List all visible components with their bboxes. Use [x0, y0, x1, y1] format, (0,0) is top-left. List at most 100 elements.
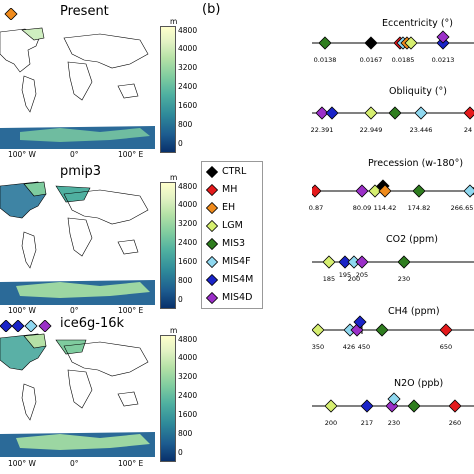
legend-item: CTRL: [205, 164, 247, 180]
lon-tick: 0°: [70, 306, 79, 315]
data-point: [397, 255, 411, 269]
legend-label: MIS4M: [222, 274, 254, 285]
param-tick-label: 0.0213: [431, 56, 455, 64]
colorbar-tick: 4800: [178, 335, 198, 344]
data-point: [388, 106, 402, 120]
data-point: [412, 184, 426, 198]
colorbar-tick: 4000: [178, 200, 198, 209]
colorbar-tick: 800: [178, 429, 193, 438]
diamond-marker-icon: [205, 201, 219, 214]
legend-label: MIS4D: [222, 292, 253, 303]
legend-item: MH: [205, 182, 237, 198]
map-title-pmip3: pmip3: [60, 164, 102, 179]
diamond-marker-icon: [205, 219, 219, 232]
legend-label: CTRL: [222, 166, 247, 177]
panel-b-label: (b): [202, 2, 221, 17]
world-map-graphic: [0, 332, 155, 457]
param-tick-label: 230: [397, 275, 411, 283]
data-point: [353, 315, 367, 329]
marker-strip: [4, 8, 18, 20]
param-tick-label: 80.09: [352, 204, 372, 212]
diamond-marker-icon: [205, 183, 219, 196]
param-tick-label: 350: [311, 343, 325, 351]
world-map-graphic: [0, 180, 155, 305]
colorbar-tick: 1600: [178, 101, 198, 110]
data-point: [322, 255, 336, 269]
lon-tick: 100° W: [8, 306, 36, 315]
data-point: [318, 36, 332, 50]
colorbar-tick: 800: [178, 276, 193, 285]
data-point: [387, 392, 401, 406]
colorbar-gradient: [160, 335, 176, 462]
param-tick-label: 24: [463, 126, 473, 134]
param-strip-precession: Precession (w-180°) 0.87 80.09 114.42 17…: [308, 158, 474, 220]
colorbar-tick: 3200: [178, 219, 198, 228]
colorbar-tick: 1600: [178, 257, 198, 266]
lon-tick: 0°: [70, 459, 79, 468]
data-point: [463, 106, 474, 120]
lon-tick: 100° W: [8, 459, 36, 468]
data-point: [407, 399, 421, 413]
data-point: [375, 323, 389, 337]
data-point: [355, 255, 369, 269]
param-tick-label: 266.65: [450, 204, 474, 212]
param-tick-label: 0.0167: [359, 56, 383, 64]
param-tick-label: 200: [324, 419, 338, 427]
param-tick-label: 22.949: [359, 126, 383, 134]
diamond-marker-icon: [205, 255, 219, 268]
param-title: CO2 (ppm): [386, 234, 438, 245]
param-title: CH4 (ppm): [388, 306, 440, 317]
param-axis-graphic: [312, 106, 474, 120]
data-point: [364, 36, 378, 50]
param-tick-label: 426: [342, 343, 356, 351]
param-title: Obliquity (°): [389, 86, 448, 97]
param-title: N2O (ppb): [394, 378, 444, 389]
topography-map-pmip3: [0, 180, 155, 305]
colorbar-gradient: [160, 26, 176, 153]
marker-strip: [0, 320, 52, 332]
lon-tick: 100° E: [118, 459, 144, 468]
colorbar-tick: 0: [178, 295, 183, 304]
legend-item: MIS4F: [205, 254, 251, 270]
colorbar-tick: 0: [178, 139, 183, 148]
param-tick-label: 22.391: [310, 126, 334, 134]
legend-label: MIS4F: [222, 256, 251, 267]
param-strip-co2: CO2 (ppm) 185 195 200 205 230: [312, 234, 474, 296]
legend-label: LGM: [222, 220, 243, 231]
param-strip-eccentricity: Eccentricity (°) 0.0138 0.0167 0.0185 0.…: [312, 18, 474, 80]
param-tick-label: 200: [347, 275, 361, 283]
colorbar-tick: 4000: [178, 44, 198, 53]
param-tick-label: 230: [387, 419, 401, 427]
legend-item: MIS4D: [205, 290, 253, 306]
param-tick-label: 0.0138: [313, 56, 337, 64]
map-title-ice6g: ice6g-16k: [60, 316, 125, 331]
topography-map-ice6g: [0, 332, 155, 457]
data-point: [312, 184, 322, 198]
data-point: [368, 184, 382, 198]
param-tick-label: 260: [448, 419, 462, 427]
data-point: [448, 399, 462, 413]
map-title-present: Present: [60, 4, 109, 19]
colorbar-tick: 2400: [178, 391, 198, 400]
param-strip-n2o: N2O (ppb) 200 217 230 260: [312, 378, 474, 440]
colorbar-tick: 1600: [178, 410, 198, 419]
param-tick-label: 0.87: [308, 204, 324, 212]
colorbar-tick: 3200: [178, 63, 198, 72]
legend-item: EH: [205, 200, 236, 216]
param-tick-label: 195: [338, 271, 352, 279]
legend-label: MIS3: [222, 238, 246, 249]
colorbar-tick: 800: [178, 120, 193, 129]
data-point: [312, 323, 325, 337]
colorbar-tick: 4800: [178, 182, 198, 191]
param-axis-graphic: [312, 315, 474, 337]
data-point: [315, 106, 329, 120]
param-strip-obliquity: Obliquity (°) 22.391 22.949 23.446 24: [310, 86, 474, 148]
data-point: [355, 184, 369, 198]
colorbar-tick: 4800: [178, 26, 198, 35]
param-title: Eccentricity (°): [382, 18, 453, 29]
legend-item: LGM: [205, 218, 243, 234]
param-tick-label: 185: [322, 275, 336, 283]
data-point: [404, 36, 418, 50]
legend-label: EH: [222, 202, 236, 213]
colorbar-gradient: [160, 182, 176, 309]
